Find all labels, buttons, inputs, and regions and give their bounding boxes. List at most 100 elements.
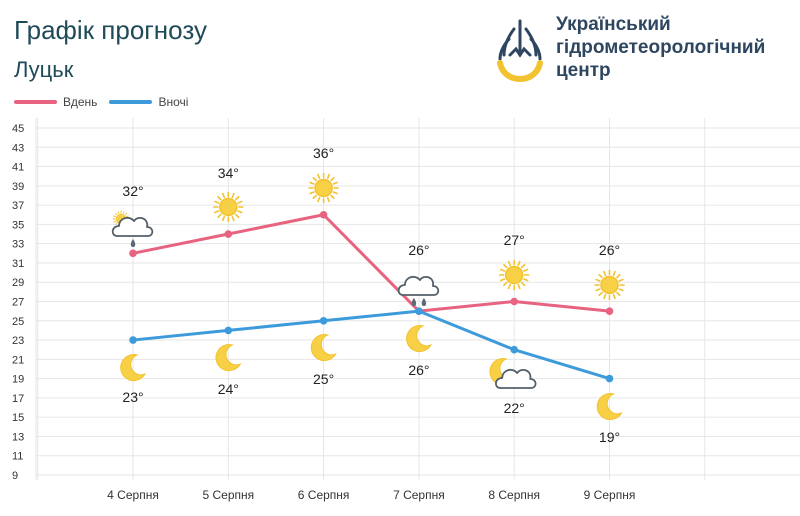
data-label: 26° [408, 362, 429, 378]
data-point [129, 249, 137, 258]
sun-ray [523, 268, 529, 272]
data-label: 26° [408, 242, 429, 258]
sun-ray [500, 278, 506, 282]
moon-crescent [215, 344, 242, 372]
sun-ray [520, 281, 526, 287]
y-tick-label: 43 [12, 142, 24, 154]
ugmc-logo: Український гідрометеорологічний центр [490, 13, 790, 88]
logo-line-1: Український [556, 14, 671, 35]
sun-ray [612, 293, 616, 300]
sun-icon [498, 259, 530, 291]
sun-ray [330, 194, 335, 200]
sun-ray [330, 176, 335, 182]
sun-ray [598, 291, 603, 297]
legend-item-night[interactable]: Вночі [109, 95, 188, 109]
rain-drop [411, 298, 417, 306]
x-tick-label: 7 Серпня [393, 488, 445, 502]
sun-ray [503, 263, 508, 269]
x-tick-label: 6 Серпня [298, 488, 350, 502]
sun-ray [598, 273, 603, 279]
city-name: Луцьк [14, 57, 74, 82]
y-tick-label: 39 [12, 181, 24, 193]
legend-label-night: Вночі [158, 95, 189, 109]
y-tick-label: 9 [12, 470, 18, 482]
data-label: 25° [313, 371, 334, 387]
sun-ray [332, 181, 338, 185]
sun-cloud-rain-icon [111, 210, 154, 247]
data-label: 23° [122, 389, 143, 405]
sun-ray [507, 260, 511, 267]
x-tick-label: 5 Серпня [202, 488, 254, 502]
sun-ray [113, 215, 117, 218]
sun-ray [603, 270, 607, 277]
data-point [605, 374, 614, 383]
moon-icon [310, 334, 337, 362]
y-tick-label: 25 [12, 316, 24, 328]
logo-text: Український гідрометеорологічний центр [556, 13, 765, 82]
page-title: Графік прогнозу [14, 15, 207, 45]
data-label: 26° [599, 242, 620, 258]
series-line [132, 213, 610, 313]
sun-ray [237, 200, 243, 204]
series-line [132, 309, 610, 381]
data-point [605, 307, 614, 315]
sun-ray [326, 196, 330, 203]
data-label: 24° [218, 381, 239, 397]
sun-ray [520, 263, 526, 269]
sun-ray [317, 173, 321, 180]
x-tick-label: 8 Серпня [488, 488, 540, 502]
sun-ray [616, 273, 621, 279]
sun-disc [314, 178, 333, 198]
legend-swatch-day [14, 100, 57, 104]
sun-ray [114, 222, 118, 226]
sun-ray [312, 176, 317, 182]
drop-logo-icon [497, 19, 543, 83]
sun-ray [309, 181, 315, 185]
cloud-shape [111, 216, 154, 237]
moon-crescent [596, 393, 623, 421]
sun-ray [332, 191, 338, 195]
legend-label-day: Вдень [63, 95, 98, 109]
sun-ray [326, 173, 330, 180]
sun-ray [503, 281, 508, 287]
y-tick-label: 21 [12, 354, 24, 366]
data-label: 32° [122, 183, 143, 199]
sun-ray [124, 212, 128, 216]
data-label: 19° [599, 429, 620, 445]
logo-line-3: центр [556, 60, 611, 81]
sun-ray [237, 210, 243, 214]
y-tick-label: 31 [12, 258, 24, 270]
sun-ray [231, 192, 235, 199]
y-tick-label: 45 [12, 123, 24, 135]
rain-drop [421, 298, 427, 306]
cloud-shape [397, 275, 440, 296]
y-tick-label: 13 [12, 431, 24, 443]
y-tick-label: 29 [12, 277, 24, 289]
sun-ray [517, 260, 521, 267]
sun-ray [214, 210, 220, 214]
legend-item-day[interactable]: Вдень [14, 95, 97, 109]
y-tick-label: 33 [12, 239, 24, 251]
moon-crescent [406, 325, 433, 353]
moon-icon [596, 393, 623, 421]
sun-ray [618, 278, 624, 282]
y-tick-label: 19 [12, 374, 24, 386]
sun-ray [612, 270, 616, 277]
sun-ray [117, 211, 120, 215]
sun-ray [500, 268, 506, 272]
sun-ray [309, 191, 315, 195]
sun-ray [507, 283, 511, 290]
data-point [510, 345, 518, 354]
data-label: 36° [313, 145, 334, 161]
sun-ray [517, 283, 521, 290]
sun-ray [221, 215, 226, 222]
sun-ray [217, 213, 222, 219]
legend-swatch-night [109, 100, 153, 104]
y-tick-label: 41 [12, 162, 24, 174]
moon-crescent [310, 334, 337, 362]
sun-icon [308, 172, 339, 204]
y-tick-label: 17 [12, 393, 24, 405]
moon-icon [406, 325, 433, 353]
sun-ray [603, 293, 607, 300]
